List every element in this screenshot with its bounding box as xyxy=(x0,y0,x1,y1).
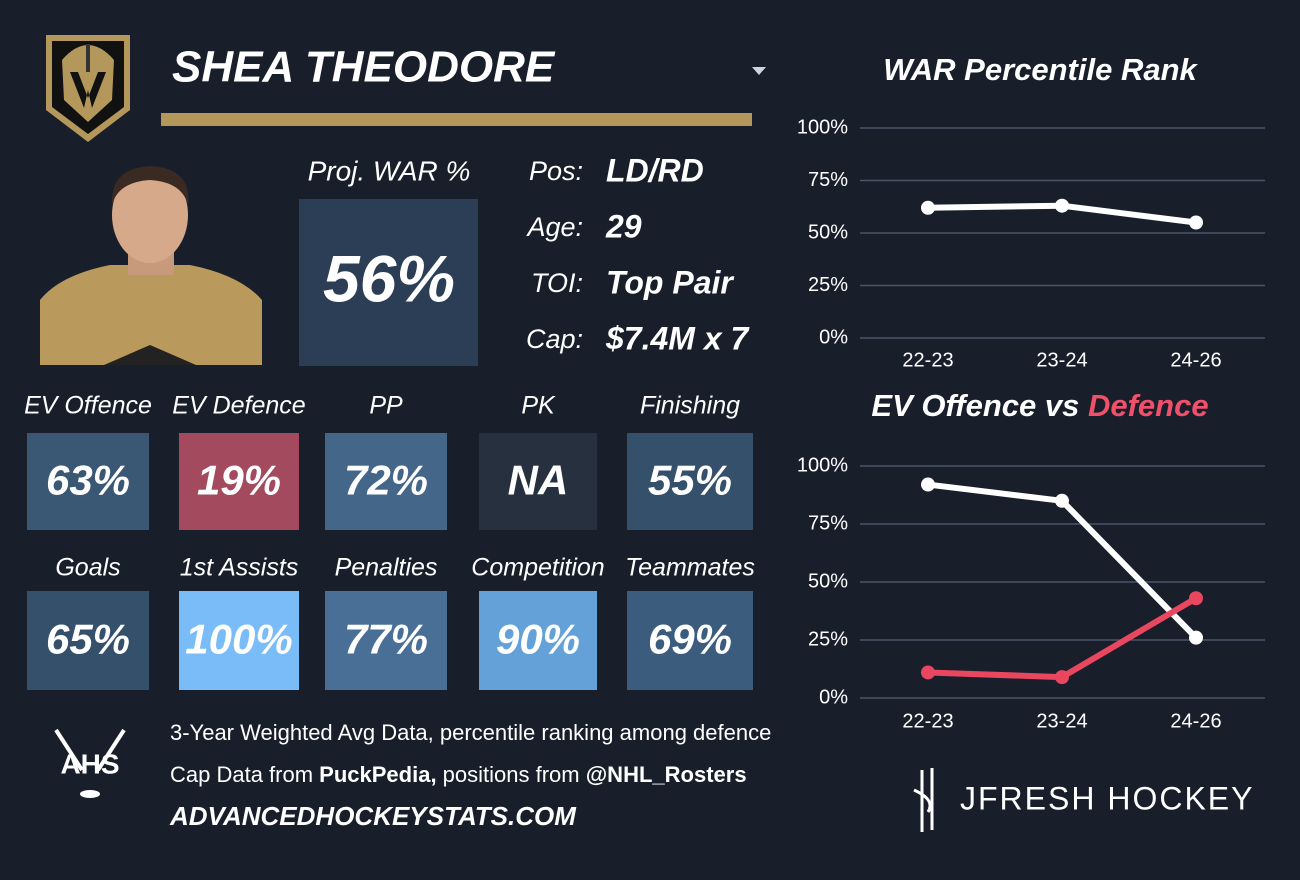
footer-part: positions from xyxy=(437,762,586,787)
data-point xyxy=(1189,591,1203,606)
tile-value: 90% xyxy=(496,616,580,663)
chart-title: WAR Percentile Rank xyxy=(883,52,1198,87)
tile xyxy=(627,591,753,690)
tile-label: EV Offence xyxy=(24,392,152,420)
tile-value: 19% xyxy=(197,457,281,504)
x-tick-label: 24-26 xyxy=(1170,349,1221,371)
y-tick-label: 50% xyxy=(808,221,848,243)
chart-title-part: Defence xyxy=(1079,388,1208,423)
data-point xyxy=(1189,215,1203,230)
tile xyxy=(179,591,299,690)
footer-site: ADVANCEDHOCKEYSTATS.COM xyxy=(169,801,577,831)
chart-title-part: WAR Percentile Rank xyxy=(883,52,1198,87)
y-tick-label: 75% xyxy=(808,169,848,191)
y-tick-label: 0% xyxy=(819,686,848,708)
y-tick-label: 0% xyxy=(819,326,848,348)
y-tick-label: 75% xyxy=(808,512,848,534)
data-point xyxy=(921,665,935,680)
footer-part: @NHL_Rosters xyxy=(586,762,747,787)
data-point xyxy=(1055,493,1069,508)
data-point xyxy=(1189,630,1203,645)
player-name: SHEA THEODORE xyxy=(172,43,556,92)
tiles: EV Offence 63% EV Defence 19% PP 72% PK NA Finis… xyxy=(24,392,755,690)
chart-title: EV Offence vs Defence xyxy=(871,388,1208,423)
tile-label: Teammates xyxy=(625,554,755,582)
tile-value: NA xyxy=(508,457,569,504)
fact-label: TOI: xyxy=(531,268,583,298)
data-point xyxy=(1055,670,1069,685)
tile-value: 77% xyxy=(344,616,428,663)
fact-label: Pos: xyxy=(529,156,583,186)
tile-value: 65% xyxy=(46,616,130,663)
tile-label: 1st Assists xyxy=(180,554,299,582)
proj-label: Proj. WAR % xyxy=(308,155,471,186)
footer-sources: Cap Data from PuckPedia, positions from … xyxy=(170,762,747,787)
proj-value: 56% xyxy=(323,241,455,315)
y-tick-label: 50% xyxy=(808,570,848,592)
tile xyxy=(27,591,149,690)
dropdown[interactable] xyxy=(752,67,766,75)
proj-box xyxy=(299,199,478,366)
tile xyxy=(627,433,753,530)
x-tick-label: 22-23 xyxy=(902,710,953,732)
tile-label: Goals xyxy=(55,554,120,582)
footer-note: 3-Year Weighted Avg Data, percentile ran… xyxy=(170,720,771,745)
y-tick-label: 25% xyxy=(808,628,848,650)
tile-label: PP xyxy=(369,392,403,420)
tile-label: Penalties xyxy=(335,554,438,582)
brand-text: JFRESH HOCKEY xyxy=(960,780,1254,816)
tile xyxy=(479,433,597,530)
tile-label: EV Defence xyxy=(172,392,305,420)
tile-value: 72% xyxy=(344,457,428,504)
data-point xyxy=(1055,198,1069,213)
tile xyxy=(479,591,597,690)
fact-label: Cap: xyxy=(526,324,583,354)
tile-label: PK xyxy=(521,392,556,420)
brand-logo: JFRESH HOCKEY xyxy=(913,768,1254,832)
x-tick-label: 22-23 xyxy=(902,349,953,371)
tile-value: 63% xyxy=(46,457,130,504)
y-tick-label: 100% xyxy=(797,116,848,138)
ahs-logo: AHS xyxy=(54,728,126,798)
tile xyxy=(325,433,447,530)
y-tick-label: 25% xyxy=(808,274,848,296)
tile-label: Competition xyxy=(471,554,604,582)
footer-part: PuckPedia, xyxy=(319,762,436,787)
tile xyxy=(27,433,149,530)
fact-value: LD/RD xyxy=(606,152,704,188)
team-logo xyxy=(46,35,130,142)
x-tick-label: 24-26 xyxy=(1170,710,1221,732)
tile-value: 69% xyxy=(648,616,732,663)
tile-value: 100% xyxy=(185,616,292,663)
tile-value: 55% xyxy=(648,457,732,504)
fact-value: $7.4M x 7 xyxy=(605,320,751,356)
x-tick-label: 23-24 xyxy=(1036,710,1087,732)
tile xyxy=(179,433,299,530)
fact-value: Top Pair xyxy=(606,264,734,300)
data-point xyxy=(921,200,935,215)
tile-label: Finishing xyxy=(640,392,740,420)
chart-title-part: EV Offence vs xyxy=(871,388,1079,423)
data-point xyxy=(921,477,935,492)
facts: Pos: LD/RD Age: 29 TOI: Top Pair Cap: $7.4M x 7 xyxy=(525,152,750,356)
fact-label: Age: xyxy=(525,212,583,242)
footer-part: Cap Data from xyxy=(170,762,319,787)
fact-value: 29 xyxy=(605,208,642,244)
y-tick-label: 100% xyxy=(797,454,848,476)
x-tick-label: 23-24 xyxy=(1036,349,1087,371)
player-photo xyxy=(40,165,262,365)
name-underline xyxy=(161,113,752,126)
series-line xyxy=(927,595,1198,681)
ahs-text: AHS xyxy=(60,748,119,779)
tile xyxy=(325,591,447,690)
